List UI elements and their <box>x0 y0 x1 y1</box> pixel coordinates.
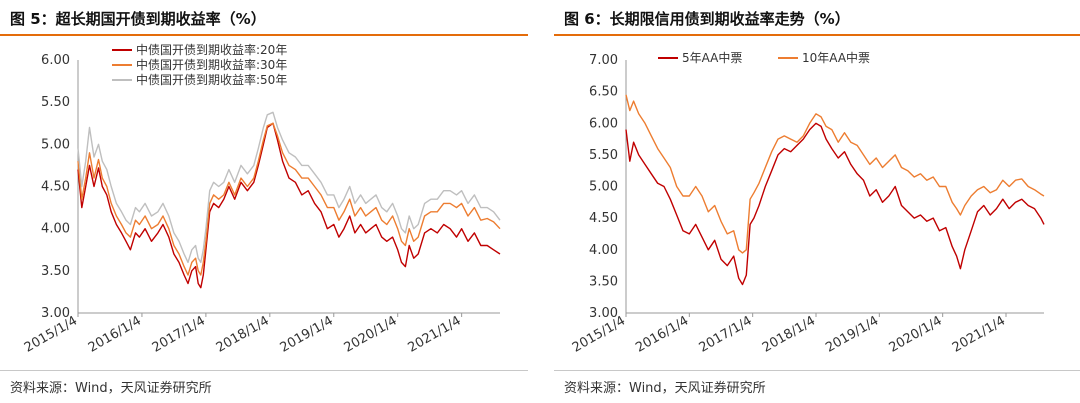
left-series-line-0 <box>77 122 501 289</box>
left-legend-label-1: 中债国开债到期收益率:30年 <box>136 57 287 72</box>
right-y-tick-label: 4.50 <box>589 211 618 226</box>
right-y-tick-label: 6.50 <box>589 85 618 100</box>
left-figure-title: 图 5：超长期国开债到期收益率（%） <box>10 10 266 28</box>
right-series-line-1 <box>625 94 1045 254</box>
right-y-tick-label: 5.50 <box>589 148 618 163</box>
left-y-tick-label: 5.00 <box>41 137 70 152</box>
left-series-line-2 <box>77 111 501 264</box>
right-x-tick-label: 2017/1/4 <box>697 313 755 355</box>
right-y-tick-label: 7.00 <box>589 53 618 68</box>
right-figure-title: 图 6：长期限信用债到期收益率走势（%） <box>564 10 850 28</box>
left-y-tick-label: 3.50 <box>41 264 70 279</box>
right-figure-panel: 图 6：长期限信用债到期收益率走势（%） 3.00 3.50 4.00 4.50 5.0… <box>554 0 1080 403</box>
left-y-tick-label: 5.50 <box>41 95 70 110</box>
right-y-tick-label: 5.00 <box>589 180 618 195</box>
right-title-rule <box>554 34 1080 36</box>
left-legend-label-0: 中债国开债到期收益率:20年 <box>136 42 287 57</box>
right-x-tick-label: 2021/1/4 <box>950 313 1008 355</box>
right-legend-label-0: 5年AA中票 <box>682 50 742 65</box>
left-x-tick-label: 2016/1/4 <box>86 313 144 355</box>
left-y-tick-label: 6.00 <box>41 53 70 68</box>
right-y-tick-label: 4.00 <box>589 243 618 258</box>
right-x-tick-label: 2020/1/4 <box>887 313 945 355</box>
right-x-tick-label: 2019/1/4 <box>823 313 881 355</box>
left-y-tick-label: 4.50 <box>41 180 70 195</box>
right-source-rule <box>554 370 1080 371</box>
right-legend-label-1: 10年AA中票 <box>802 50 870 65</box>
right-y-tick-label: 3.00 <box>589 306 618 321</box>
left-x-tick-label: 2021/1/4 <box>406 313 464 355</box>
left-x-tick-label: 2018/1/4 <box>214 313 272 355</box>
left-x-tick-label: 2019/1/4 <box>278 313 336 355</box>
left-figure-panel: 图 5：超长期国开债到期收益率（%） 3.00 3.50 4.00 4.50 5.00 5… <box>0 0 528 403</box>
right-x-tick-label: 2016/1/4 <box>633 313 691 355</box>
left-legend-label-2: 中债国开债到期收益率:50年 <box>136 72 287 87</box>
left-source-rule <box>0 370 528 371</box>
left-y-tick-label: 4.00 <box>41 222 70 237</box>
left-x-tick-label: 2017/1/4 <box>150 313 208 355</box>
right-x-tick-label: 2018/1/4 <box>760 313 818 355</box>
right-chart: 3.003.504.004.505.005.506.006.507.002015… <box>570 50 1045 356</box>
right-series-line-0 <box>625 122 1045 286</box>
right-source-note: 资料来源：Wind，天风证券研究所 <box>564 381 766 396</box>
left-x-tick-label: 2020/1/4 <box>342 313 400 355</box>
left-title-rule <box>0 34 528 36</box>
right-y-tick-label: 3.50 <box>589 274 618 289</box>
left-y-tick-label: 3.00 <box>41 306 70 321</box>
left-source-note: 资料来源：Wind，天风证券研究所 <box>10 381 212 396</box>
left-series-line-1 <box>77 122 501 276</box>
right-y-tick-label: 6.00 <box>589 116 618 131</box>
